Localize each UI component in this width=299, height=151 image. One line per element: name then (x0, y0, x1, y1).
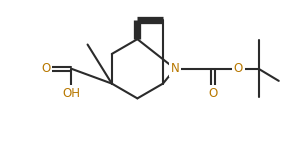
Text: O: O (234, 62, 243, 75)
Text: OH: OH (62, 87, 80, 100)
Text: N: N (171, 62, 179, 75)
Text: O: O (208, 87, 217, 100)
Text: O: O (41, 62, 51, 75)
